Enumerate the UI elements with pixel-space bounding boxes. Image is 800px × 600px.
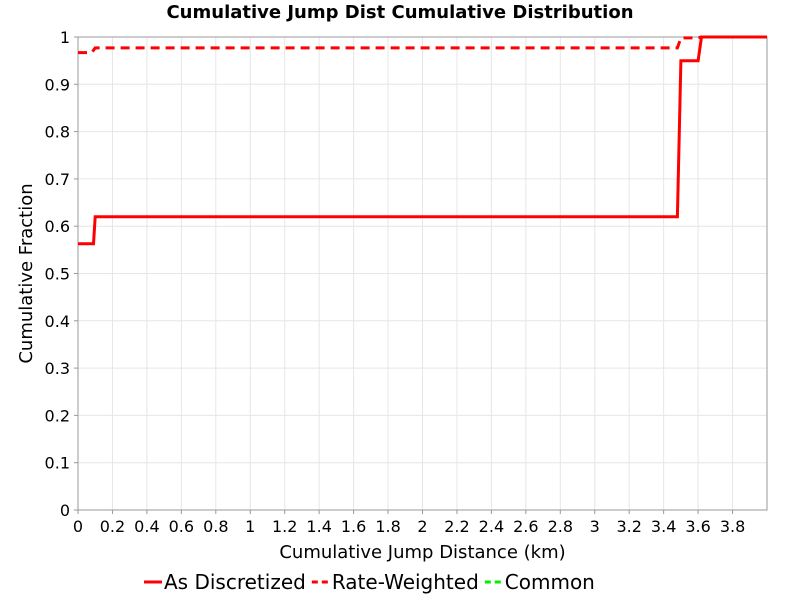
x-tick-label: 1.6 xyxy=(341,517,366,536)
legend: As Discretized Rate-Weighted Common xyxy=(144,570,595,594)
x-axis: 0 0.2 0.4 0.6 0.8 1 1.2 1.4 1.6 1.8 2 2.2 2.4 2.6 2.8 3… xyxy=(73,510,745,536)
legend-label-2: Common xyxy=(505,570,595,594)
y-tick-label: 0.4 xyxy=(45,312,70,331)
y-tick-label: 0.7 xyxy=(45,170,70,189)
x-tick-label: 3.2 xyxy=(616,517,641,536)
x-tick-label: 1.4 xyxy=(306,517,331,536)
y-tick-label: 1 xyxy=(60,28,70,47)
x-tick-label: 0.4 xyxy=(134,517,159,536)
x-tick-label: 3.4 xyxy=(651,517,676,536)
x-tick-label: 1.8 xyxy=(375,517,400,536)
legend-label-1: Rate-Weighted xyxy=(332,570,479,594)
x-tick-label: 2 xyxy=(417,517,427,536)
series-line-1 xyxy=(78,35,767,55)
y-tick-label: 0.5 xyxy=(45,265,70,284)
x-tick-label: 1.2 xyxy=(272,517,297,536)
x-axis-label: Cumulative Jump Distance (km) xyxy=(279,542,565,563)
legend-label-0: As Discretized xyxy=(164,570,306,594)
series-line-0 xyxy=(78,35,767,246)
series-layer xyxy=(78,35,767,246)
y-axis-label: Cumulative Fraction xyxy=(16,183,37,363)
chart-title: Cumulative Jump Dist Cumulative Distribu… xyxy=(166,2,634,23)
x-tick-label: 2.2 xyxy=(444,517,469,536)
y-tick-label: 0.2 xyxy=(45,406,70,425)
x-tick-label: 3.8 xyxy=(720,517,745,536)
grid-layer xyxy=(77,36,767,511)
x-tick-label: 2.4 xyxy=(479,517,504,536)
x-tick-label: 0.8 xyxy=(203,517,228,536)
y-tick-label: 0.3 xyxy=(45,359,70,378)
x-tick-label: 3 xyxy=(590,517,600,536)
y-axis: 0 0.1 0.2 0.3 0.4 0.5 0.6 0.7 0.8 0.9 1 xyxy=(45,28,78,520)
x-tick-label: 0.6 xyxy=(169,517,194,536)
y-tick-label: 0 xyxy=(60,501,70,520)
y-tick-label: 0.1 xyxy=(45,454,70,473)
x-tick-label: 0 xyxy=(73,517,83,536)
x-tick-label: 3.6 xyxy=(685,517,710,536)
x-tick-label: 1 xyxy=(245,517,255,536)
x-tick-label: 2.8 xyxy=(548,517,573,536)
y-tick-label: 0.9 xyxy=(45,75,70,94)
x-tick-label: 2.6 xyxy=(513,517,538,536)
x-tick-label: 0.2 xyxy=(100,517,125,536)
y-tick-label: 0.6 xyxy=(45,217,70,236)
y-tick-label: 0.8 xyxy=(45,123,70,142)
